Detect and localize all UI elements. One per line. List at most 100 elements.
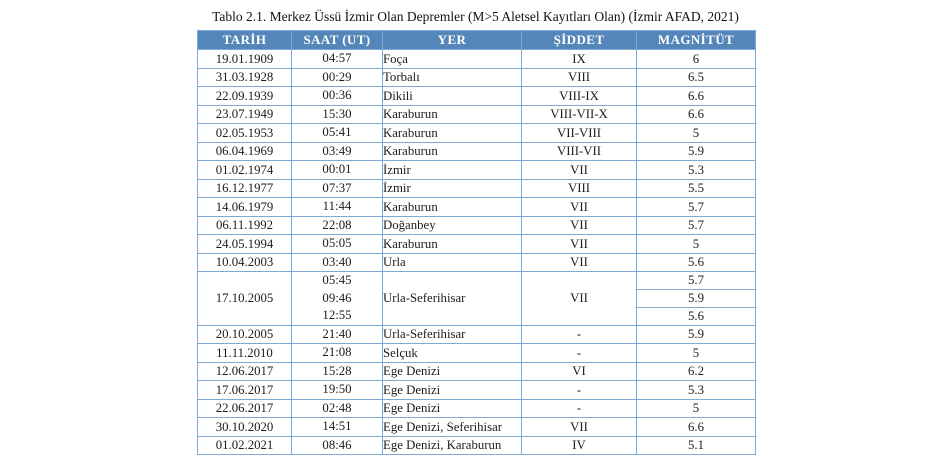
column-header-magnitut: MAGNİTÜT <box>636 30 756 50</box>
intensity-cell: - <box>521 380 637 400</box>
time-cell: 11:44 <box>291 197 383 217</box>
time-value: 14:51 <box>322 419 352 433</box>
time-value: 21:40 <box>322 326 352 341</box>
time-value: 04:57 <box>322 51 352 65</box>
place-cell: Selçuk <box>382 343 522 363</box>
time-cell: 02:48 <box>291 398 383 418</box>
table-row: 30.10.2020 14:51 Ege Denizi, Seferihisar VI… <box>197 417 756 437</box>
time-value: 19:50 <box>322 382 352 396</box>
date-cell: 17.06.2017 <box>197 380 292 400</box>
magnitude-cell: 5 <box>636 343 756 363</box>
intensity-cell: - <box>521 324 637 344</box>
intensity-cell: VII <box>521 215 637 235</box>
time-value: 21:08 <box>322 345 352 359</box>
time-cell: 15:28 <box>291 361 383 381</box>
intensity-cell: VII-VIII <box>521 123 637 143</box>
time-cell: 04:57 <box>291 49 383 69</box>
intensity-cell: VII <box>521 417 637 437</box>
magnitude-cell: 6.6 <box>636 104 756 124</box>
magnitude-cell: 5.7 <box>636 271 756 290</box>
intensity-cell: IX <box>521 49 637 69</box>
date-cell: 22.06.2017 <box>197 398 292 418</box>
magnitude-cell: 6.5 <box>636 67 756 87</box>
date-cell: 06.04.1969 <box>197 141 292 161</box>
column-header-saat: SAAT (UT) <box>291 30 383 50</box>
intensity-cell: VIII-IX <box>521 86 637 106</box>
date-cell: 23.07.1949 <box>197 104 292 124</box>
table-row: 02.05.1953 05:41 Karaburun VII-VIII 5 <box>197 123 756 143</box>
intensity-cell: VIII <box>521 178 637 198</box>
table-subrow: 5.6 <box>198 306 756 326</box>
date-cell: 20.10.2005 <box>197 324 292 344</box>
table-row: 20.10.2005 21:40 Urla-Seferihisar -5.9 <box>197 324 756 344</box>
table-row: 01.02.2021 08:46 Ege Denizi, Karaburun IV 5.… <box>197 435 756 455</box>
time-cell: 21:40 <box>291 324 383 344</box>
column-header-siddet: ŞİDDET <box>521 30 637 50</box>
time-cell: 00:29 <box>291 67 383 87</box>
time-value: 12:55 <box>322 308 352 322</box>
table-row: 23.07.1949 15:30 Karaburun VIII-VII-X 6.6 <box>197 104 756 124</box>
magnitude-cell: 5.7 <box>636 215 756 235</box>
time-value: 15:30 <box>322 106 352 121</box>
column-header-tarih: TARİH <box>197 30 292 50</box>
table-row: 06.11.1992 22:08 Doğanbey VII 5.7 <box>197 215 756 235</box>
time-cell: 19:50 <box>291 380 383 400</box>
magnitude-cell: 5.6 <box>636 252 756 272</box>
time-value: 03:40 <box>322 254 352 269</box>
place-cell: Karaburun <box>382 123 522 143</box>
place-cell: İzmir <box>382 160 522 180</box>
place-cell: Foça <box>382 49 522 69</box>
intensity-cell: VII <box>521 197 637 217</box>
place-cell: Ege Denizi <box>382 398 522 418</box>
place-cell: Urla <box>382 252 522 272</box>
place-cell: İzmir <box>382 178 522 198</box>
intensity-cell: VII <box>521 252 637 272</box>
magnitude-cell: 5.6 <box>636 306 756 326</box>
place-cell: Karaburun <box>382 197 522 217</box>
place-cell: Doğanbey <box>382 215 522 235</box>
date-cell: 14.06.1979 <box>197 197 292 217</box>
table-row: 17.10.2005 05:45 09:46 12:55 Urla-Seferihisa… <box>197 271 756 326</box>
date-cell: 17.10.2005 <box>197 271 292 326</box>
intensity-cell: IV <box>521 435 637 455</box>
date-cell: 30.10.2020 <box>197 417 292 437</box>
table-row: 31.03.1928 00:29 Torbalı VIII 6.5 <box>197 67 756 87</box>
time-cell: 00:01 <box>291 160 383 180</box>
intensity-cell: VII <box>521 271 637 326</box>
magnitude-cell: 6.6 <box>636 86 756 106</box>
table-row: 12.06.2017 15:28 Ege Denizi VI 6.2 <box>197 361 756 381</box>
place-cell: Karaburun <box>382 234 522 254</box>
table-caption: Tablo 2.1. Merkez Üssü İzmir Olan Deprem… <box>212 9 739 24</box>
magnitude-cell: 5.3 <box>636 380 756 400</box>
table-row: 17.06.2017 19:50 Ege Denizi -5.3 <box>197 380 756 400</box>
table-row: 10.04.2003 03:40 Urla VII 5.6 <box>197 252 756 272</box>
table-body: 19.01.1909 04:57 Foça IX 6 31.03.1928 00:29 Tor… <box>197 49 756 455</box>
time-value: 08:46 <box>322 437 352 452</box>
time-value: 05:45 <box>322 273 352 287</box>
time-value: 00:29 <box>322 69 352 84</box>
intensity-cell: VI <box>521 361 637 381</box>
magnitude-cell: 5.3 <box>636 160 756 180</box>
column-header-yer: YER <box>382 30 522 50</box>
place-cell: Karaburun <box>382 104 522 124</box>
place-cell: Ege Denizi, Seferihisar <box>382 417 522 437</box>
table-row: 24.05.1994 05:05 Karaburun VII 5 <box>197 234 756 254</box>
table-header: TARİH SAAT (UT) YER ŞİDDET MAGNİTÜT <box>197 30 756 50</box>
magnitude-cell: 5.9 <box>636 288 756 308</box>
time-value: 15:28 <box>322 363 352 378</box>
place-cell: Ege Denizi <box>382 361 522 381</box>
magnitude-cell: 5.5 <box>636 178 756 198</box>
magnitude-cell: 5.9 <box>636 141 756 161</box>
time-value: 11:44 <box>322 199 352 213</box>
magnitude-cell: 6 <box>636 49 756 69</box>
time-value: 02:48 <box>322 400 352 415</box>
time-value: 03:49 <box>322 143 352 158</box>
time-cell: 03:49 <box>291 141 383 161</box>
time-value: 05:05 <box>322 236 352 250</box>
date-cell: 12.06.2017 <box>197 361 292 381</box>
earthquake-table: TARİH SAAT (UT) YER ŞİDDET MAGNİTÜT 19.01.19… <box>197 30 756 455</box>
time-cell: 05:45 09:46 12:55 <box>291 271 383 326</box>
time-cell: 05:05 <box>291 234 383 254</box>
table-row: 01.02.1974 00:01 İzmir VII 5.3 <box>197 160 756 180</box>
